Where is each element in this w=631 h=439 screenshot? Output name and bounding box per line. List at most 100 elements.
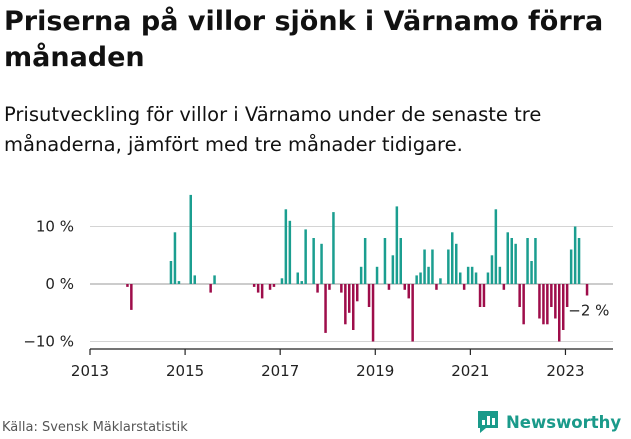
bar (126, 284, 129, 287)
x-axis: 2013 2015 2017 2019 2021 2023 (71, 348, 613, 380)
bar (348, 284, 351, 313)
bar (498, 266, 502, 285)
bar (320, 243, 323, 285)
x-tick-label: 2021 (451, 362, 489, 380)
bar (455, 243, 458, 285)
bar (451, 232, 454, 285)
bar (447, 249, 450, 284)
bar (213, 275, 216, 284)
bar (486, 272, 490, 284)
annotation: −2 % (568, 302, 609, 320)
bar (558, 284, 561, 342)
bar (363, 238, 367, 284)
newsworthy-logo[interactable]: Newsworthy (476, 409, 621, 435)
bar (328, 284, 331, 290)
bar (569, 249, 573, 284)
x-tick-label: 2015 (166, 362, 204, 380)
x-tick-label: 2017 (261, 362, 299, 380)
bar (470, 266, 474, 285)
bar (478, 284, 482, 307)
bar (585, 284, 589, 296)
bar (280, 278, 284, 285)
y-tick-label: 0 % (45, 275, 74, 293)
bar (367, 284, 371, 307)
bar (554, 284, 557, 319)
bar (474, 272, 478, 284)
bar (256, 284, 260, 293)
bar (169, 261, 173, 284)
bar (577, 238, 581, 284)
bar (459, 272, 462, 284)
bar (387, 284, 391, 290)
bar (494, 209, 498, 285)
bar (268, 284, 272, 290)
bar (462, 284, 466, 290)
bar (252, 284, 256, 287)
bar (573, 226, 577, 284)
gridlines (90, 226, 613, 342)
bar (312, 238, 315, 284)
bar (415, 275, 418, 284)
bar (502, 284, 506, 290)
y-tick-label: −10 % (23, 333, 74, 351)
bar (526, 238, 529, 284)
bar (534, 238, 537, 284)
y-tick-label: 10 % (36, 218, 74, 236)
bar (371, 284, 375, 342)
bar (514, 243, 517, 285)
bar (272, 284, 276, 287)
bar (304, 229, 307, 284)
bar (324, 284, 327, 333)
bar (173, 232, 177, 285)
bar (542, 284, 545, 325)
bar (411, 284, 414, 342)
source-note: Källa: Svensk Mäklarstatistik (2, 420, 188, 435)
bar (518, 284, 521, 307)
bar (562, 284, 565, 330)
bar (427, 266, 430, 285)
bar (344, 284, 347, 325)
brand-name: Newsworthy (506, 412, 622, 432)
bar (399, 238, 402, 284)
bar (565, 284, 569, 307)
bar (316, 284, 319, 293)
bar (209, 284, 212, 293)
bar (260, 284, 264, 299)
bar (296, 272, 299, 284)
bar (419, 272, 422, 284)
bar (383, 238, 387, 284)
bar (423, 249, 426, 284)
bar (288, 220, 292, 285)
chart-title: Priserna på villor sjönk i Värnamo förra… (4, 6, 604, 73)
bar (193, 275, 196, 284)
bar (391, 255, 395, 285)
bar (466, 266, 470, 285)
x-tick-label: 2023 (546, 362, 584, 380)
bar-chart: −10 % 0 % 10 % 2013 2015 2017 2019 2021 2023 −2… (23, 194, 613, 380)
bar (546, 284, 549, 325)
bar (130, 284, 133, 310)
bar (177, 281, 181, 284)
bar (510, 238, 513, 284)
bars (126, 194, 589, 342)
bar (189, 194, 192, 284)
annotation-label: −2 % (568, 302, 609, 320)
bar (395, 206, 399, 284)
bar (300, 281, 303, 284)
bar (550, 284, 553, 307)
bar (439, 278, 442, 285)
bar (490, 255, 494, 285)
bar (352, 284, 355, 330)
x-tick-label: 2013 (71, 362, 109, 380)
bar (538, 284, 541, 319)
bar (359, 266, 363, 285)
bar (506, 232, 509, 285)
newsworthy-logo-icon (478, 411, 498, 433)
bar (431, 249, 434, 284)
bar (530, 261, 533, 284)
bar (403, 284, 406, 290)
bar (332, 212, 335, 284)
bar (482, 284, 486, 307)
bar (375, 266, 379, 285)
bar (340, 284, 343, 293)
